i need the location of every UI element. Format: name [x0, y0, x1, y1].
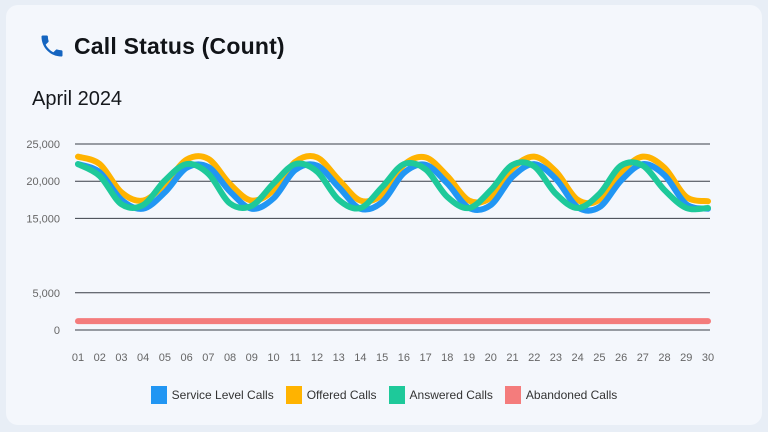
- x-tick-label: 23: [550, 352, 562, 364]
- x-tick-label: 29: [680, 352, 692, 364]
- y-tick-label: 20,000: [26, 176, 60, 188]
- chart-legend: Service Level Calls Offered Calls Answered…: [0, 386, 768, 404]
- x-tick-label: 10: [267, 352, 279, 364]
- x-tick-label: 01: [72, 352, 84, 364]
- x-tick-label: 17: [419, 352, 431, 364]
- x-tick-label: 03: [115, 352, 127, 364]
- legend-swatch: [504, 386, 521, 404]
- x-tick-label: 08: [224, 352, 236, 364]
- x-tick-label: 06: [180, 352, 192, 364]
- legend-label: Abandoned Calls: [525, 388, 618, 402]
- legend-swatch: [150, 386, 167, 404]
- x-tick-label: 14: [354, 352, 366, 364]
- x-tick-label: 28: [658, 352, 670, 364]
- x-tick-label: 20: [485, 352, 497, 364]
- chart-title: Call Status (Count): [74, 32, 285, 59]
- y-tick-label: 25,000: [26, 139, 60, 151]
- x-tick-label: 21: [506, 352, 518, 364]
- phone-icon: [38, 32, 66, 60]
- x-tick-label: 18: [441, 352, 453, 364]
- line-chart: 0 5,000 15,000 20,000 25,000 01 02 03 04 05 06 07 08…: [26, 139, 714, 364]
- legend-item[interactable]: Offered Calls: [285, 386, 377, 404]
- x-tick-label: 26: [615, 352, 627, 364]
- y-tick-label: 5,000: [32, 288, 60, 300]
- x-tick-label: 27: [637, 352, 649, 364]
- x-tick-label: 13: [333, 352, 345, 364]
- y-tick-label: 0: [54, 325, 60, 337]
- legend-item[interactable]: Abandoned Calls: [504, 386, 618, 404]
- y-tick-label: 15,000: [26, 213, 60, 225]
- legend-label: Answered Calls: [409, 388, 493, 402]
- x-tick-label: 30: [702, 352, 714, 364]
- chart-subtitle: April 2024: [32, 88, 123, 110]
- x-tick-label: 24: [572, 352, 584, 364]
- legend-swatch: [285, 386, 302, 404]
- series-line-offered-calls: [75, 153, 711, 207]
- chart-card: [6, 5, 762, 425]
- series-line-service-level-calls: [75, 161, 711, 214]
- x-tick-label: 05: [159, 352, 171, 364]
- x-tick-label: 09: [246, 352, 258, 364]
- x-tick-label: 12: [311, 352, 323, 364]
- x-tick-label: 25: [593, 352, 605, 364]
- chart-header: Call Status (Count): [38, 32, 285, 60]
- x-tick-label: 15: [376, 352, 388, 364]
- series-line-answered-calls: [75, 159, 711, 213]
- legend-label: Service Level Calls: [171, 388, 274, 402]
- legend-swatch: [388, 386, 405, 404]
- x-tick-label: 22: [528, 352, 540, 364]
- x-tick-label: 16: [398, 352, 410, 364]
- x-tick-label: 04: [137, 352, 149, 364]
- x-tick-label: 02: [94, 352, 106, 364]
- x-tick-label: 11: [290, 352, 301, 364]
- legend-label: Offered Calls: [306, 388, 377, 402]
- x-tick-label: 19: [463, 352, 475, 364]
- x-tick-label: 07: [202, 352, 214, 364]
- legend-item[interactable]: Service Level Calls: [150, 386, 274, 404]
- legend-item[interactable]: Answered Calls: [388, 386, 493, 404]
